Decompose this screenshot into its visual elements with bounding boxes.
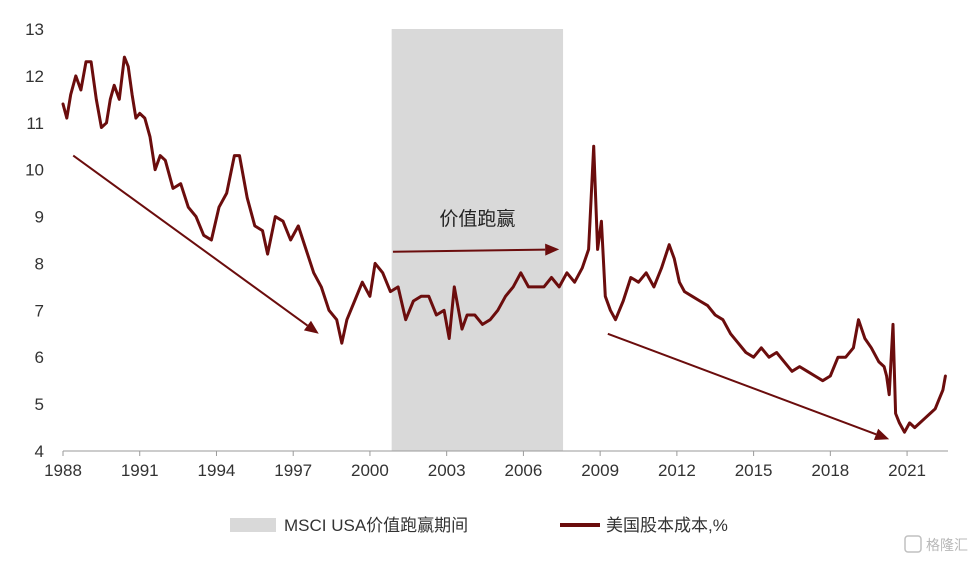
y-tick-label: 4 [35,442,44,461]
annotation-arrow-head [303,320,319,334]
legend: MSCI USA价值跑赢期间 美国股本成本,% [230,516,728,535]
x-tick-label: 1991 [121,461,159,480]
shade-layer [391,29,564,451]
annotation-layer: 价值跑赢 [72,154,890,440]
legend-swatch-shaded-region [230,518,276,532]
legend-label-shaded-region: MSCI USA价值跑赢期间 [284,516,468,535]
watermark-label: 格隆汇 [926,537,968,553]
watermark-logo-icon [904,535,922,553]
x-tick-label: 1997 [274,461,312,480]
x-tick-label: 2021 [888,461,926,480]
y-tick-label: 11 [26,114,44,133]
annotation-arrow-head [545,243,560,256]
shaded-region [391,29,564,451]
x-tick-label: 2009 [581,461,619,480]
x-tick-label: 2015 [735,461,773,480]
series-line [61,55,947,434]
watermark: 格隆汇 [904,535,968,553]
x-tick-label: 2000 [351,461,389,480]
annotation-arrow-line [392,248,546,253]
y-tick-label: 7 [35,301,44,320]
y-tick-label: 8 [35,254,44,273]
series-layer [61,55,947,434]
x-tick-label: 2018 [811,461,849,480]
x-tick-label: 2003 [428,461,466,480]
legend-label-series: 美国股本成本,% [606,516,728,535]
y-tick-label: 10 [25,161,44,180]
y-tick-label: 12 [25,67,44,86]
annotation-label: 价值跑赢 [439,208,515,230]
y-tick-label: 9 [35,208,44,227]
annotation-arrow-line [607,332,877,436]
y-tick-label: 6 [35,348,44,367]
y-tick-label: 13 [25,20,44,39]
x-tick-label: 1994 [198,461,236,480]
annotation-arrow-head [873,428,890,440]
axis-layer: 1988 1991 1994 1997 2000 2003 2006 2009 2012 2015… [25,20,948,480]
x-tick-label: 2012 [658,461,696,480]
y-tick-label: 5 [35,395,44,414]
annotation-arrow-line [72,154,309,327]
x-tick-label: 2006 [504,461,542,480]
x-tick-label: 1988 [44,461,82,480]
